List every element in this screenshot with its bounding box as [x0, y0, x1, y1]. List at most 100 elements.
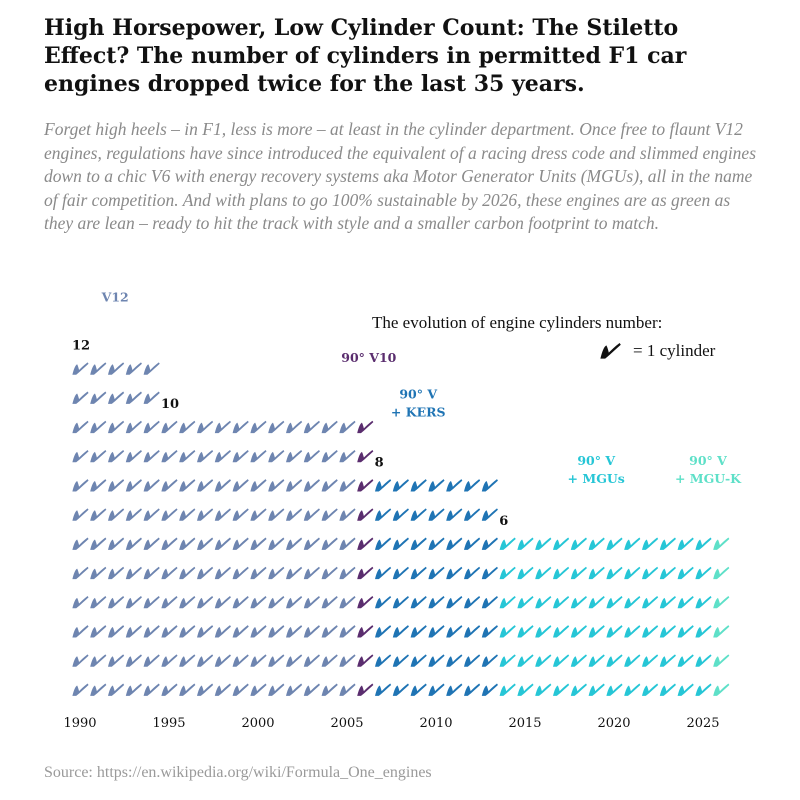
cylinder-icon [499, 566, 516, 580]
cylinder-icon [481, 508, 498, 521]
cylinder-icon [659, 654, 676, 667]
cylinder-icon [464, 625, 481, 638]
cylinder-icon [321, 683, 338, 696]
cylinder-icon [250, 625, 267, 638]
cylinder-icon [232, 479, 249, 492]
cylinder-icon [392, 654, 409, 667]
x-tick-label: 2025 [686, 716, 719, 731]
cylinder-icon [642, 566, 659, 580]
cylinder-icon [161, 420, 178, 434]
cylinder-icon [197, 537, 214, 550]
cylinder-icon [375, 537, 392, 550]
cylinder-icon [90, 449, 107, 463]
cylinder-icon [125, 391, 142, 404]
cylinder-icon [392, 683, 409, 696]
cylinder-icon [286, 683, 303, 696]
cylinder-icon [143, 508, 160, 521]
cylinder-icon [606, 537, 623, 550]
cylinder-icon [197, 449, 214, 463]
cylinder-icon [392, 625, 409, 638]
cylinder-icon [161, 625, 178, 638]
cylinder-icon [179, 420, 196, 434]
cylinder-icon [446, 683, 463, 696]
cylinder-icon [339, 625, 356, 638]
cylinder-icon [588, 595, 605, 609]
cylinder-icon [606, 683, 623, 696]
cylinder-icon [357, 566, 374, 580]
cylinder-icon [446, 537, 463, 550]
cylinder-icon [446, 479, 463, 492]
cylinder-icon [197, 654, 214, 667]
cylinder-icon [108, 566, 125, 580]
cylinder-icon [321, 566, 338, 580]
cylinder-icon [161, 683, 178, 696]
cylinder-icon [214, 508, 231, 521]
x-axis: 1990 1995 2000 2005 2010 2015 2020 2025 [63, 716, 719, 731]
cylinder-icon [303, 625, 320, 638]
cylinder-icon [535, 595, 552, 609]
cylinder-icon [232, 508, 249, 521]
cylinder-icon [108, 625, 125, 638]
cylinder-icon [410, 566, 427, 580]
cylinder-icon [535, 654, 552, 667]
cylinder-icon [357, 537, 374, 550]
cylinder-icon [72, 595, 89, 609]
cylinder-icon [125, 479, 142, 492]
cylinder-icon [375, 683, 392, 696]
cylinder-icon [250, 654, 267, 667]
cylinder-icon [125, 625, 142, 638]
cylinder-icon [179, 537, 196, 550]
cylinder-icon [464, 537, 481, 550]
cylinder-icon [197, 683, 214, 696]
cylinder-icon [339, 595, 356, 609]
cylinder-icon [286, 595, 303, 609]
cylinder-icon [143, 537, 160, 550]
era-label: 90° V [577, 453, 615, 468]
cylinder-icon [481, 595, 498, 609]
cylinder-icon [499, 625, 516, 638]
cylinder-icon [713, 654, 730, 667]
cylinder-icon [303, 566, 320, 580]
cylinder-icon [695, 595, 712, 609]
cylinder-icon [250, 449, 267, 463]
cylinder-icon [232, 566, 249, 580]
cylinder-icon [90, 595, 107, 609]
cylinder-icon [286, 479, 303, 492]
cylinder-icon [125, 595, 142, 609]
cylinder-icon [303, 420, 320, 434]
cylinder-icon [553, 654, 570, 667]
era-label: 90° V [689, 453, 727, 468]
legend-label: = 1 cylinder [633, 341, 716, 360]
cylinder-icon [535, 625, 552, 638]
cylinder-icon [143, 625, 160, 638]
cylinder-icon [659, 625, 676, 638]
cylinder-icon [499, 595, 516, 609]
cylinder-icon [125, 654, 142, 667]
cylinder-icon [108, 449, 125, 463]
cylinder-icon [446, 508, 463, 521]
chart-subtitle: Forget high heels – in F1, less is more … [44, 119, 757, 233]
cylinder-icon [713, 566, 730, 580]
cylinder-icon [90, 391, 107, 404]
cylinder-icon [410, 479, 427, 492]
cylinder-icon [464, 654, 481, 667]
cylinder-icon [250, 537, 267, 550]
cylinder-icon [161, 654, 178, 667]
cylinder-icon [161, 537, 178, 550]
cylinder-icon [90, 479, 107, 492]
cylinder-icon [464, 566, 481, 580]
cylinder-icon [90, 362, 107, 375]
cylinder-icon [464, 479, 481, 492]
cylinder-icon [72, 625, 89, 638]
cylinder-icon [72, 420, 89, 434]
cylinder-icon [553, 537, 570, 550]
cylinder-icon [179, 479, 196, 492]
cylinder-icon [392, 479, 409, 492]
cylinder-icon [659, 595, 676, 609]
cylinder-icon [108, 683, 125, 696]
cylinder-icon [197, 566, 214, 580]
cylinder-icon [268, 537, 285, 550]
cylinder-icon [90, 537, 107, 550]
cylinder-count-label: 8 [375, 455, 384, 470]
cylinder-icon [197, 479, 214, 492]
